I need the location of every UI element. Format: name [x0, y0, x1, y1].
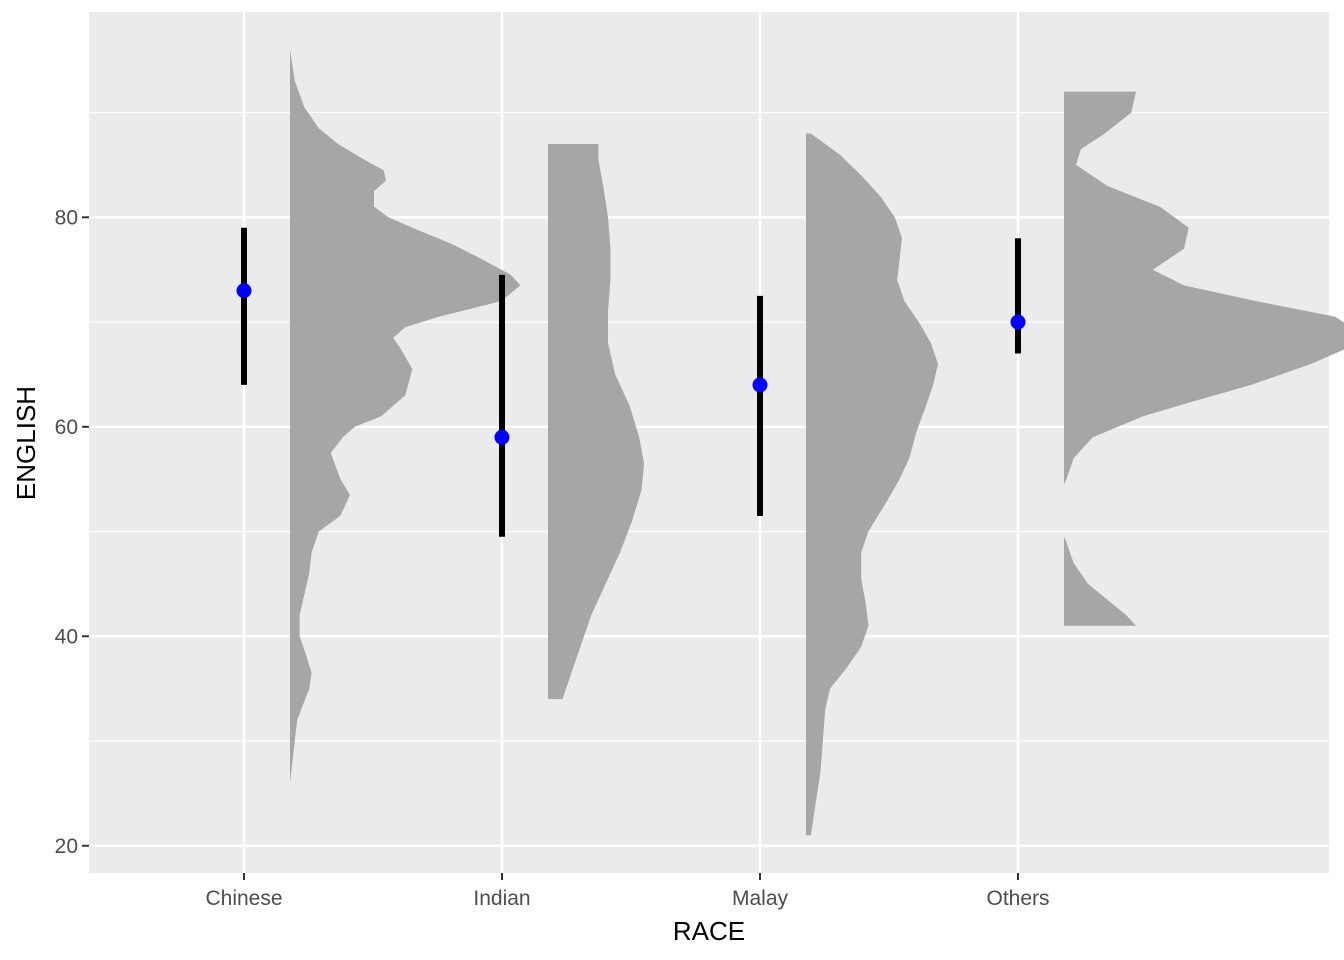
density-clouds — [290, 49, 1344, 836]
y-tick-label: 20 — [55, 835, 78, 858]
interval-bars — [241, 227, 1021, 537]
y-axis-title: ENGLISH — [11, 386, 41, 500]
median-point-indian — [494, 429, 510, 445]
y-tick-labels: 20 40 60 80 — [55, 206, 78, 857]
y-tick-label: 60 — [55, 416, 78, 439]
x-tick-labels: Chinese Indian Malay Others — [205, 887, 1049, 910]
density-cloud-chinese — [290, 49, 521, 783]
density-cloud-malay — [806, 133, 938, 836]
y-tick-label: 40 — [55, 625, 78, 648]
x-tick-label-others: Others — [986, 887, 1049, 910]
x-axis-title: RACE — [673, 916, 745, 946]
density-cloud-indian — [548, 144, 644, 700]
axis-ticks — [82, 216, 1019, 880]
y-tick-label: 80 — [55, 206, 78, 229]
x-tick-label-indian: Indian — [473, 887, 530, 910]
median-points — [236, 283, 1026, 445]
median-point-chinese — [236, 283, 252, 299]
density-cloud-others — [1064, 91, 1344, 626]
plot-panel — [89, 12, 1329, 873]
x-tick-label-chinese: Chinese — [205, 887, 282, 910]
x-tick-label-malay: Malay — [732, 887, 789, 910]
median-point-malay — [752, 377, 768, 393]
median-point-others — [1010, 314, 1026, 330]
